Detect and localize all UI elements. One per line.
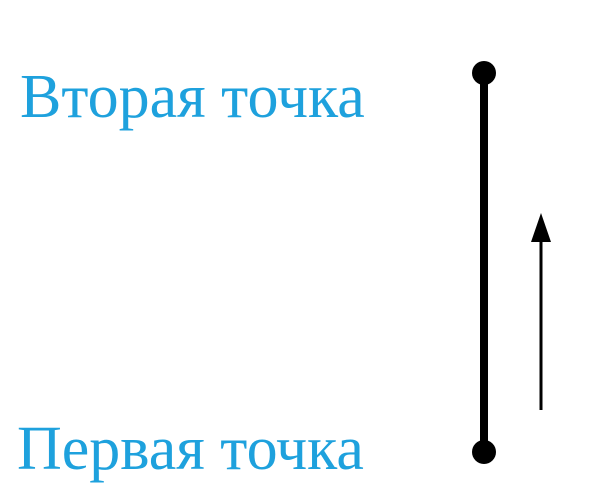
first-point-dot (472, 440, 496, 464)
direction-arrowhead-icon (531, 213, 551, 242)
first-point-label: Первая точка (17, 415, 364, 483)
second-point-label: Вторая точка (20, 63, 365, 131)
second-point-dot (472, 61, 496, 85)
